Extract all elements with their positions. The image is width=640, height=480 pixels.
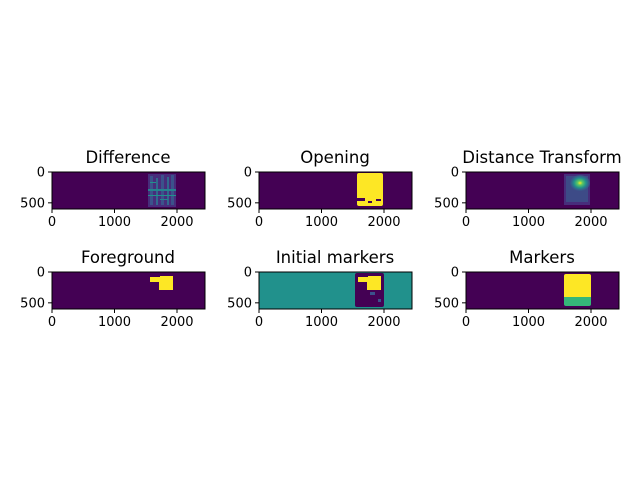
panel-title: Initial markers bbox=[276, 248, 394, 267]
x-tick-label: 2000 bbox=[367, 315, 400, 330]
y-tick-label: 500 bbox=[227, 296, 252, 311]
x-tick-label: 0 bbox=[462, 315, 470, 330]
heatmap-background bbox=[52, 272, 205, 309]
y-tick-label: 0 bbox=[37, 166, 45, 181]
x-tick-label: 0 bbox=[462, 215, 470, 230]
y-tick-label: 0 bbox=[37, 266, 45, 281]
unknown-region bbox=[355, 273, 384, 307]
panel-distance-transform: Distance Transform bbox=[462, 148, 622, 210]
x-tick-label: 1000 bbox=[305, 215, 338, 230]
panel-markers: Markers bbox=[465, 248, 620, 310]
heatmap-background bbox=[259, 172, 412, 209]
panel-title: Foreground bbox=[81, 248, 175, 267]
heatmap-background bbox=[259, 272, 412, 309]
y-tick-label: 0 bbox=[451, 266, 459, 281]
heatmap-background bbox=[466, 172, 619, 209]
y-tick-label: 500 bbox=[434, 196, 459, 211]
x-tick-label: 0 bbox=[255, 215, 263, 230]
panel-foreground: Foreground bbox=[51, 248, 206, 310]
x-tick-label: 0 bbox=[48, 315, 56, 330]
x-tick-label: 2000 bbox=[574, 315, 607, 330]
foreground-region bbox=[150, 276, 173, 290]
x-tick-label: 0 bbox=[255, 315, 263, 330]
x-tick-label: 1000 bbox=[98, 315, 131, 330]
x-tick-label: 2000 bbox=[160, 315, 193, 330]
panel-title: Difference bbox=[85, 148, 170, 167]
y-tick-label: 0 bbox=[244, 266, 252, 281]
y-tick-label: 500 bbox=[434, 296, 459, 311]
axes-frame bbox=[258, 271, 413, 310]
axes-frame bbox=[51, 271, 206, 310]
x-tick-label: 1000 bbox=[512, 315, 545, 330]
x-tick-label: 2000 bbox=[160, 215, 193, 230]
distance-glow bbox=[564, 174, 590, 205]
panel-difference: Difference bbox=[51, 148, 206, 210]
x-tick-label: 0 bbox=[48, 215, 56, 230]
panel-initial-markers: Initial markers bbox=[258, 248, 413, 310]
heatmap-background bbox=[52, 172, 205, 209]
markers-regions bbox=[564, 274, 591, 306]
axes-frame bbox=[258, 171, 413, 210]
y-tick-label: 0 bbox=[451, 166, 459, 181]
panel-title: Opening bbox=[300, 148, 370, 167]
axes-frame bbox=[465, 271, 620, 310]
y-tick-label: 500 bbox=[227, 196, 252, 211]
heatmap-background bbox=[466, 272, 619, 309]
opening-blob bbox=[357, 173, 383, 206]
y-tick-label: 500 bbox=[20, 296, 45, 311]
axes-frame bbox=[51, 171, 206, 210]
x-tick-label: 1000 bbox=[305, 315, 338, 330]
x-tick-label: 2000 bbox=[574, 215, 607, 230]
panel-title: Markers bbox=[509, 248, 575, 267]
panel-opening: Opening bbox=[258, 148, 413, 210]
y-tick-label: 0 bbox=[244, 166, 252, 181]
y-tick-label: 500 bbox=[20, 196, 45, 211]
x-tick-label: 2000 bbox=[367, 215, 400, 230]
x-tick-label: 1000 bbox=[512, 215, 545, 230]
difference-pattern bbox=[148, 174, 176, 207]
x-tick-label: 1000 bbox=[98, 215, 131, 230]
axes-frame bbox=[465, 171, 620, 210]
panel-title: Distance Transform bbox=[462, 148, 621, 167]
